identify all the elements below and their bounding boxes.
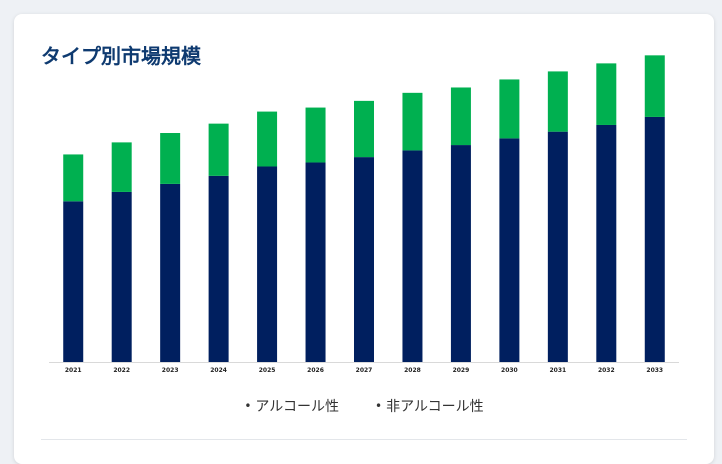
chart-title: タイプ別市場規模	[41, 44, 201, 68]
legend-item-alcoholic[interactable]: • アルコール性	[244, 396, 339, 416]
legend-item-non-alcoholic[interactable]: • 非アルコール性	[375, 396, 484, 416]
bar-alcoholic-2023[interactable]	[160, 183, 181, 362]
bar-alcoholic-2030[interactable]	[499, 138, 520, 362]
bar-alcoholic-2027[interactable]	[354, 157, 374, 362]
divider	[41, 439, 687, 440]
x-tick-label-2032: 2032	[598, 367, 615, 374]
bar-non-alcoholic-2033[interactable]	[644, 55, 665, 117]
bar-alcoholic-2025[interactable]	[257, 166, 278, 362]
x-tick-label-2023: 2023	[162, 367, 179, 374]
x-tick-label-2029: 2029	[453, 367, 470, 374]
bar-alcoholic-2032[interactable]	[596, 124, 617, 363]
bar-alcoholic-2033[interactable]	[644, 116, 665, 362]
stacked-bar-chart: 2021 2022 2023 2024 2025 2026 2027 2028 2029 2030…	[49, 55, 679, 374]
x-tick-label-2030: 2030	[501, 367, 518, 374]
bar-alcoholic-2024[interactable]	[208, 175, 229, 362]
bar-alcoholic-2022[interactable]	[111, 191, 132, 362]
bar-alcoholic-2021[interactable]	[63, 201, 84, 362]
bar-non-alcoholic-2027[interactable]	[354, 100, 374, 158]
bar-non-alcoholic-2031[interactable]	[547, 71, 568, 132]
bar-non-alcoholic-2022[interactable]	[111, 142, 132, 192]
bar-non-alcoholic-2032[interactable]	[596, 63, 617, 125]
x-tick-label-2031: 2031	[549, 367, 566, 374]
chart-legend: • アルコール性 • 非アルコール性	[14, 396, 714, 416]
bar-alcoholic-2026[interactable]	[305, 162, 326, 362]
legend-label-non-alcoholic: 非アルコール性	[386, 399, 484, 415]
bar-non-alcoholic-2026[interactable]	[305, 107, 326, 163]
bar-alcoholic-2029[interactable]	[450, 145, 471, 362]
bar-non-alcoholic-2025[interactable]	[257, 111, 278, 167]
legend-label-alcoholic: アルコール性	[255, 399, 339, 415]
x-tick-label-2033: 2033	[646, 367, 663, 374]
x-tick-label-2024: 2024	[210, 367, 227, 374]
x-tick-label-2025: 2025	[259, 367, 276, 374]
x-tick-label-2021: 2021	[65, 367, 82, 374]
bar-non-alcoholic-2030[interactable]	[499, 79, 520, 139]
x-tick-label-2022: 2022	[113, 367, 130, 374]
chart-card: タイプ別市場規模 2021 2022 2023 2024 2025 2026 2027 202…	[14, 14, 714, 464]
legend-bullet: •	[244, 399, 252, 413]
bar-non-alcoholic-2023[interactable]	[160, 133, 181, 184]
x-tick-label-2028: 2028	[404, 367, 421, 374]
bar-alcoholic-2028[interactable]	[402, 150, 423, 362]
legend-bullet: •	[375, 399, 383, 413]
bar-non-alcoholic-2028[interactable]	[402, 92, 423, 151]
bar-alcoholic-2031[interactable]	[547, 131, 568, 362]
x-tick-label-2027: 2027	[356, 367, 373, 374]
x-tick-label-2026: 2026	[307, 367, 324, 374]
bar-non-alcoholic-2024[interactable]	[208, 123, 229, 176]
bar-non-alcoholic-2021[interactable]	[63, 154, 84, 202]
bar-non-alcoholic-2029[interactable]	[450, 87, 471, 146]
